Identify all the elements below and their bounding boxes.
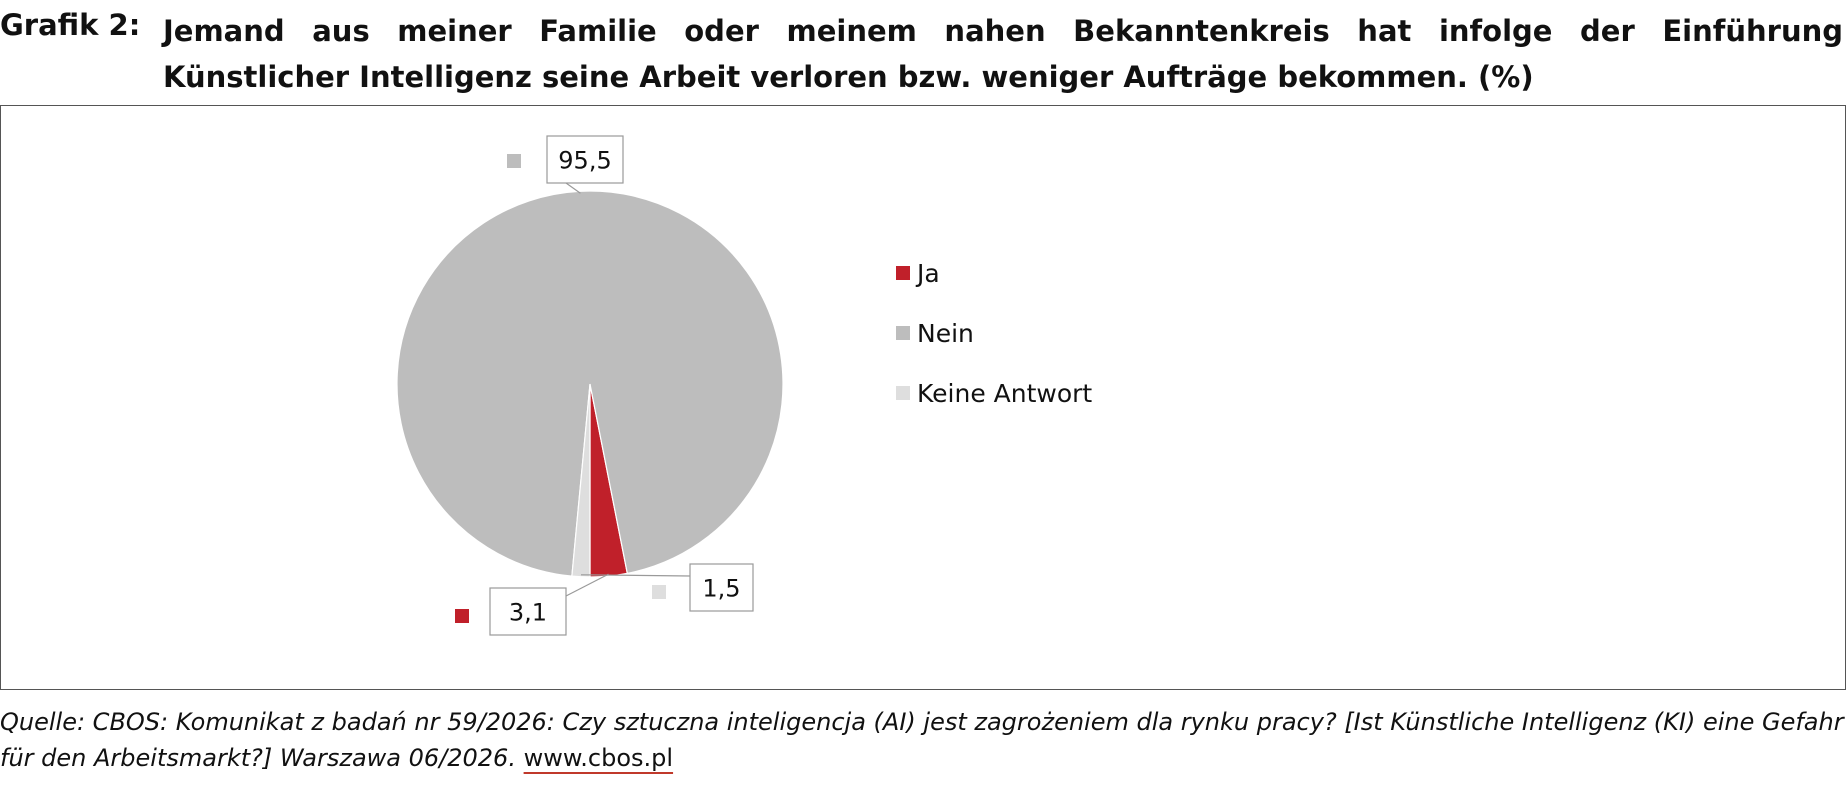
legend-swatch-ja [896, 266, 910, 280]
legend-swatch-keine-antwort [896, 386, 910, 400]
legend-label-nein: Nein [917, 318, 974, 348]
chart-frame: 3,1 95,5 1,5 Ja Nein Keine Antwort [0, 105, 1846, 690]
label-swatch-ja [455, 609, 469, 623]
data-label-box-keine-antwort [689, 563, 754, 612]
legend-item-ja: Ja [896, 258, 940, 288]
data-label-box-nein [546, 135, 624, 184]
legend-item-nein: Nein [896, 318, 974, 348]
legend-label-keine-antwort: Keine Antwort [917, 378, 1093, 408]
legend-label-ja: Ja [917, 258, 940, 288]
pie-chart: 3,1 95,5 1,5 [396, 135, 784, 636]
legend-item-keine-antwort: Keine Antwort [896, 378, 1092, 408]
chart-title: Jemand aus meiner Familie oder meinem na… [163, 14, 1843, 94]
data-label-ja: 3,1 [509, 599, 547, 627]
source-text: Quelle: CBOS: Komunikat z badań nr 59/20… [0, 708, 1844, 772]
pie-slice-nein [396, 190, 784, 577]
label-swatch-nein [507, 154, 521, 168]
data-label-nein: 95,5 [558, 147, 611, 175]
data-label-box-ja [489, 587, 567, 636]
data-label-keine-antwort: 1,5 [702, 575, 740, 603]
leader-line-keine-antwort [581, 574, 691, 577]
leader-line-nein [565, 182, 581, 194]
source-note: Quelle: CBOS: Komunikat z badań nr 59/20… [0, 704, 1848, 776]
leader-line-ja [565, 573, 609, 597]
source-link[interactable]: www.cbos.pl [523, 744, 674, 772]
legend-swatch-nein [896, 326, 910, 340]
label-swatch-keine-antwort [652, 585, 666, 599]
pie-slice-keine-antwort [571, 383, 591, 578]
figure-label: Grafik 2: [0, 8, 141, 42]
